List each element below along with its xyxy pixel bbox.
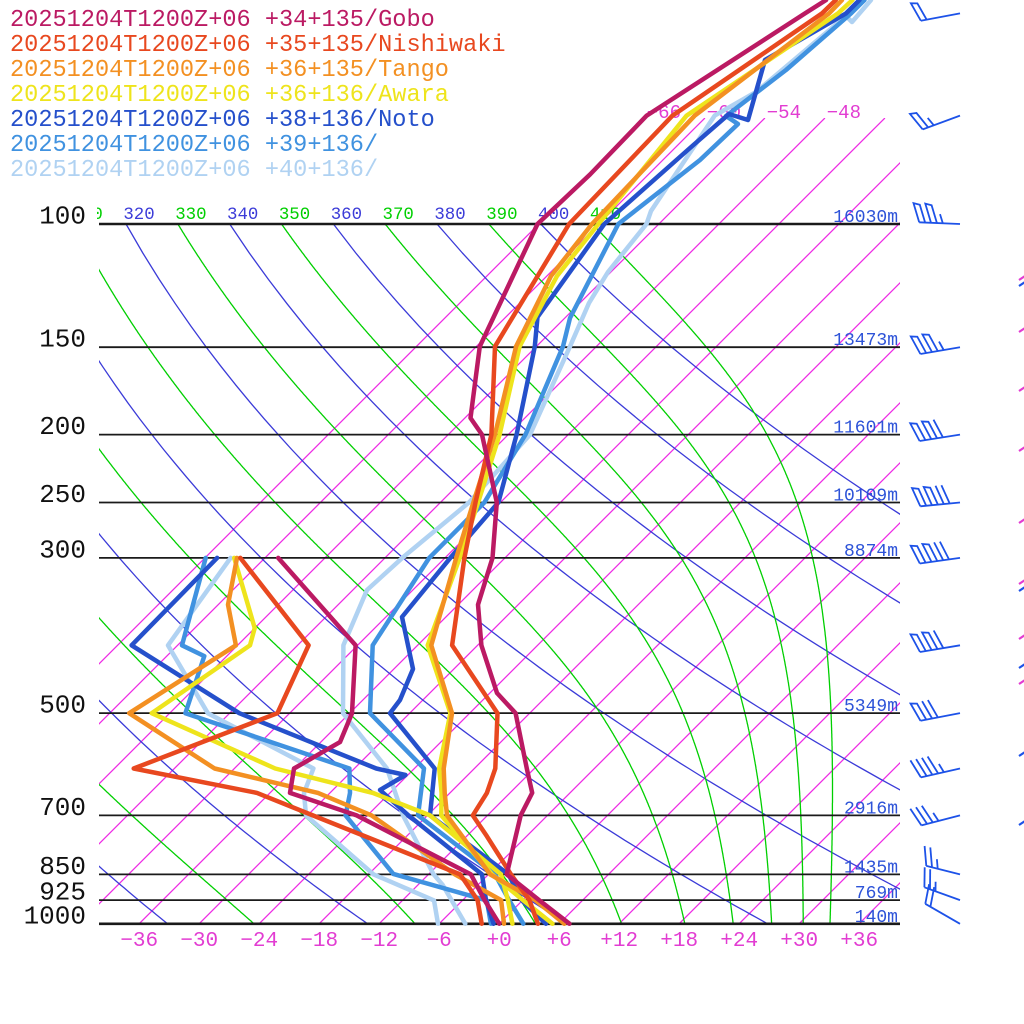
- svg-text:−48: −48: [827, 102, 861, 124]
- svg-text:+30: +30: [780, 930, 818, 953]
- svg-text:+18: +18: [660, 930, 698, 953]
- svg-text:20251204T1200Z+06 +36+135/Tang: 20251204T1200Z+06 +36+135/Tango: [10, 57, 449, 84]
- svg-text:1435m: 1435m: [844, 858, 898, 878]
- svg-text:+24: +24: [720, 930, 758, 953]
- svg-text:+0: +0: [487, 930, 512, 953]
- svg-text:370: 370: [383, 206, 414, 225]
- svg-text:350: 350: [279, 206, 310, 225]
- svg-text:−54: −54: [767, 102, 801, 124]
- svg-text:380: 380: [434, 206, 465, 225]
- svg-text:20251204T1200Z+06 +36+136/Awar: 20251204T1200Z+06 +36+136/Awara: [10, 82, 449, 109]
- svg-text:250: 250: [39, 480, 86, 510]
- svg-text:−30: −30: [180, 930, 218, 953]
- svg-text:1000: 1000: [24, 901, 86, 931]
- svg-text:−6: −6: [427, 930, 452, 953]
- svg-text:330: 330: [175, 206, 206, 225]
- svg-text:390: 390: [486, 206, 517, 225]
- svg-text:20251204T1200Z+06 +35+135/Nish: 20251204T1200Z+06 +35+135/Nishiwaki: [10, 32, 506, 59]
- svg-text:−24: −24: [240, 930, 278, 953]
- svg-text:+12: +12: [600, 930, 638, 953]
- svg-text:20251204T1200Z+06 +40+136/: 20251204T1200Z+06 +40+136/: [10, 157, 378, 184]
- svg-text:400: 400: [538, 206, 569, 225]
- svg-text:200: 200: [39, 412, 86, 442]
- svg-text:500: 500: [39, 691, 86, 721]
- svg-text:320: 320: [123, 206, 154, 225]
- svg-text:20251204T1200Z+06 +39+136/: 20251204T1200Z+06 +39+136/: [10, 132, 378, 159]
- svg-text:20251204T1200Z+06 +34+135/Gobo: 20251204T1200Z+06 +34+135/Gobo: [10, 7, 435, 34]
- svg-text:+6: +6: [547, 930, 572, 953]
- svg-text:13473m: 13473m: [833, 331, 898, 351]
- svg-text:925: 925: [39, 878, 86, 908]
- svg-text:300: 300: [39, 535, 86, 565]
- svg-text:10109m: 10109m: [833, 487, 898, 507]
- svg-text:+36: +36: [840, 930, 878, 953]
- svg-text:−12: −12: [360, 930, 398, 953]
- svg-text:2916m: 2916m: [844, 799, 898, 819]
- svg-text:850: 850: [39, 852, 86, 882]
- svg-text:−36: −36: [120, 930, 158, 953]
- svg-text:20251204T1200Z+06 +38+136/Noto: 20251204T1200Z+06 +38+136/Noto: [10, 107, 435, 134]
- svg-text:340: 340: [227, 206, 258, 225]
- svg-text:−18: −18: [300, 930, 338, 953]
- svg-text:150: 150: [39, 325, 86, 355]
- svg-text:8874m: 8874m: [844, 542, 898, 562]
- svg-text:5349m: 5349m: [844, 697, 898, 717]
- svg-text:700: 700: [39, 793, 86, 823]
- svg-text:11601m: 11601m: [833, 419, 898, 439]
- svg-text:100: 100: [39, 202, 86, 232]
- svg-text:140m: 140m: [855, 908, 898, 928]
- svg-text:360: 360: [331, 206, 362, 225]
- svg-text:16030m: 16030m: [833, 208, 898, 228]
- svg-text:769m: 769m: [855, 884, 898, 904]
- svg-text:310: 310: [72, 206, 103, 225]
